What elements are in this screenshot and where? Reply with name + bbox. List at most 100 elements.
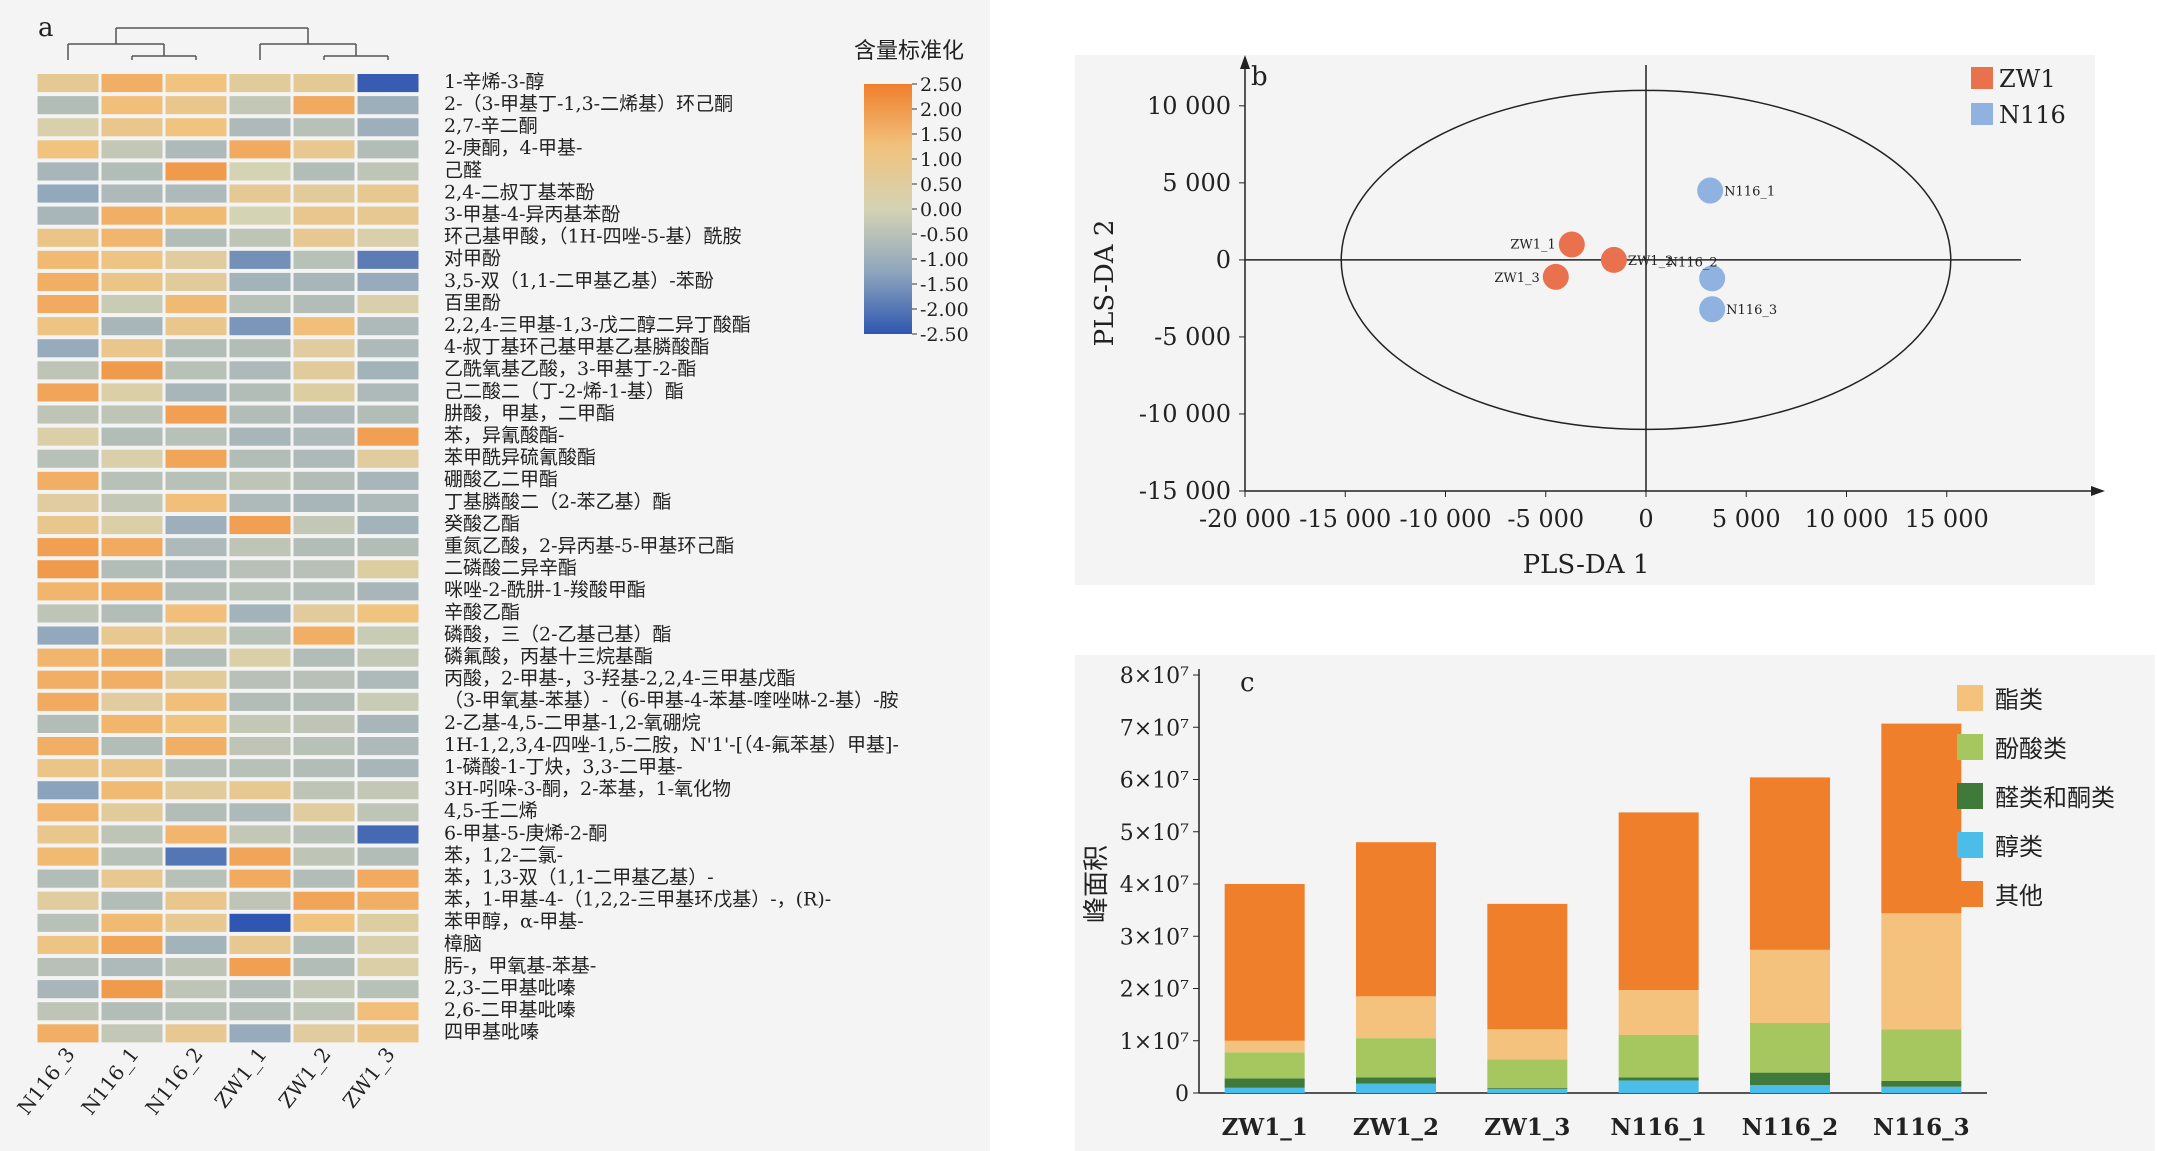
heatmap-cell	[229, 1024, 291, 1043]
y-tick-label: 5 000	[1162, 169, 1231, 197]
heatmap-cell	[229, 825, 291, 844]
heatmap-cell	[37, 847, 99, 866]
heatmap-row-label: 1-磷酸-1-丁炔，3,3-二甲基-	[444, 756, 683, 778]
heatmap-cell	[293, 74, 355, 93]
heatmap-cell	[357, 74, 419, 93]
heatmap-cell	[357, 582, 419, 601]
heatmap-cell	[37, 250, 99, 269]
heatmap-cell	[37, 891, 99, 910]
heatmap-cell	[165, 935, 227, 954]
heatmap-cell	[101, 869, 163, 888]
colorbar-tick-label: -0.50	[920, 224, 969, 246]
colorbar-title: 含量标准化	[854, 39, 964, 64]
heatmap-cell	[229, 781, 291, 800]
heatmap-cell	[293, 869, 355, 888]
colorbar-tick-label: 1.00	[920, 149, 962, 171]
heatmap-row-label: 肼酸，甲基，二甲酯	[444, 402, 615, 424]
heatmap-cell	[165, 626, 227, 645]
heatmap-cell	[101, 493, 163, 512]
heatmap-cell	[37, 1024, 99, 1043]
point-label: N116_2	[1667, 255, 1718, 270]
heatmap-row-label: 苯甲醇，α-甲基-	[444, 911, 584, 933]
heatmap-row-label: 辛酸乙酯	[444, 601, 520, 623]
heatmap-cell	[357, 604, 419, 623]
heatmap-cell	[101, 96, 163, 115]
heatmap-cell	[37, 427, 99, 446]
heatmap-row-label: 重氮乙酸，2-异丙基-5-甲基环己酯	[444, 535, 734, 557]
heatmap-cell	[37, 781, 99, 800]
stacked-bar-segment	[1750, 949, 1830, 1023]
heatmap-row-label: 3H-吲哚-3-酮，2-苯基，1-氧化物	[444, 778, 731, 800]
heatmap-cell	[165, 184, 227, 203]
heatmap-row-label: 2,3-二甲基吡嗪	[444, 977, 576, 999]
heatmap-cell	[37, 383, 99, 402]
heatmap-cell	[357, 980, 419, 999]
heatmap-cell	[229, 184, 291, 203]
x-category-label: ZW1_3	[1484, 1114, 1570, 1141]
heatmap-cell	[293, 538, 355, 557]
heatmap-cell	[293, 1002, 355, 1021]
stacked-bar-segment	[1224, 884, 1305, 1041]
heatmap-cell	[229, 339, 291, 358]
legend-swatch	[1957, 685, 1983, 711]
heatmap-cell	[165, 295, 227, 314]
score-point	[1699, 265, 1726, 292]
heatmap-row-label: 2,4-二叔丁基苯酚	[444, 181, 595, 203]
heatmap-cell	[101, 604, 163, 623]
stacked-bar-segment	[1618, 1080, 1699, 1093]
heatmap-row-label: 2-（3-甲基丁-1,3-二烯基）环己酮	[444, 93, 733, 115]
colorbar	[864, 84, 912, 334]
heatmap-cell	[293, 980, 355, 999]
heatmap-cell	[357, 405, 419, 424]
heatmap-cell	[229, 891, 291, 910]
x-tick-label: -15 000	[1299, 505, 1391, 533]
heatmap-cell	[229, 74, 291, 93]
heatmap-cell	[165, 405, 227, 424]
heatmap-cell	[357, 847, 419, 866]
heatmap-cell	[229, 471, 291, 490]
stacked-bar-segment	[1487, 1088, 1568, 1093]
heatmap-cell	[357, 803, 419, 822]
heatmap-row-label: 樟脑	[444, 933, 482, 955]
heatmap-cell	[37, 295, 99, 314]
panel-c-label: c	[1240, 668, 1255, 698]
heatmap-cell	[165, 339, 227, 358]
heatmap-column-label: ZW1_2	[274, 1043, 336, 1113]
heatmap-cell	[229, 604, 291, 623]
heatmap-cell	[101, 1002, 163, 1021]
heatmap-cell	[37, 228, 99, 247]
heatmap-column-label: N116_1	[76, 1043, 143, 1120]
heatmap-column-label: N116_2	[140, 1043, 207, 1120]
heatmap-row-label: 苯，异氰酸酯-	[444, 425, 564, 447]
colorbar-tick-label: 1.50	[920, 124, 962, 146]
x-axis-title: PLS-DA 1	[1523, 550, 1650, 580]
heatmap-cell	[229, 1002, 291, 1021]
heatmap-cell	[293, 913, 355, 932]
heatmap-cell	[37, 1002, 99, 1021]
heatmap-cell	[101, 1024, 163, 1043]
heatmap-cell	[293, 140, 355, 159]
score-point	[1558, 231, 1585, 258]
heatmap-cell	[101, 206, 163, 225]
stacked-bar-segment	[1224, 1078, 1305, 1088]
heatmap-cell	[229, 516, 291, 535]
stacked-bar-svg: c 0 1×10⁷ 2×10⁷ 3×10⁷ 4×10⁷ 5×10⁷ 6×10⁷ 7×10⁷ 8×1…	[1082, 664, 2115, 1141]
x-tick-label: -20 000	[1199, 505, 1291, 533]
stacked-bar-segment	[1356, 1038, 1436, 1078]
heatmap-cell	[229, 162, 291, 181]
heatmap-cell	[293, 935, 355, 954]
heatmap-cell	[37, 74, 99, 93]
legend-swatch	[1957, 881, 1983, 907]
heatmap-cell	[357, 1002, 419, 1021]
stacked-bar-segment	[1487, 1087, 1568, 1089]
heatmap-cell	[293, 759, 355, 778]
heatmap-cell	[229, 935, 291, 954]
colorbar-tick-label: 2.00	[920, 99, 962, 121]
point-label: ZW1_3	[1494, 271, 1539, 286]
stacked-bar-segment	[1750, 1085, 1830, 1093]
heatmap-cell	[101, 803, 163, 822]
legend-swatch	[1957, 783, 1983, 809]
heatmap-cell	[37, 184, 99, 203]
heatmap-cell	[293, 339, 355, 358]
heatmap-cell	[229, 493, 291, 512]
